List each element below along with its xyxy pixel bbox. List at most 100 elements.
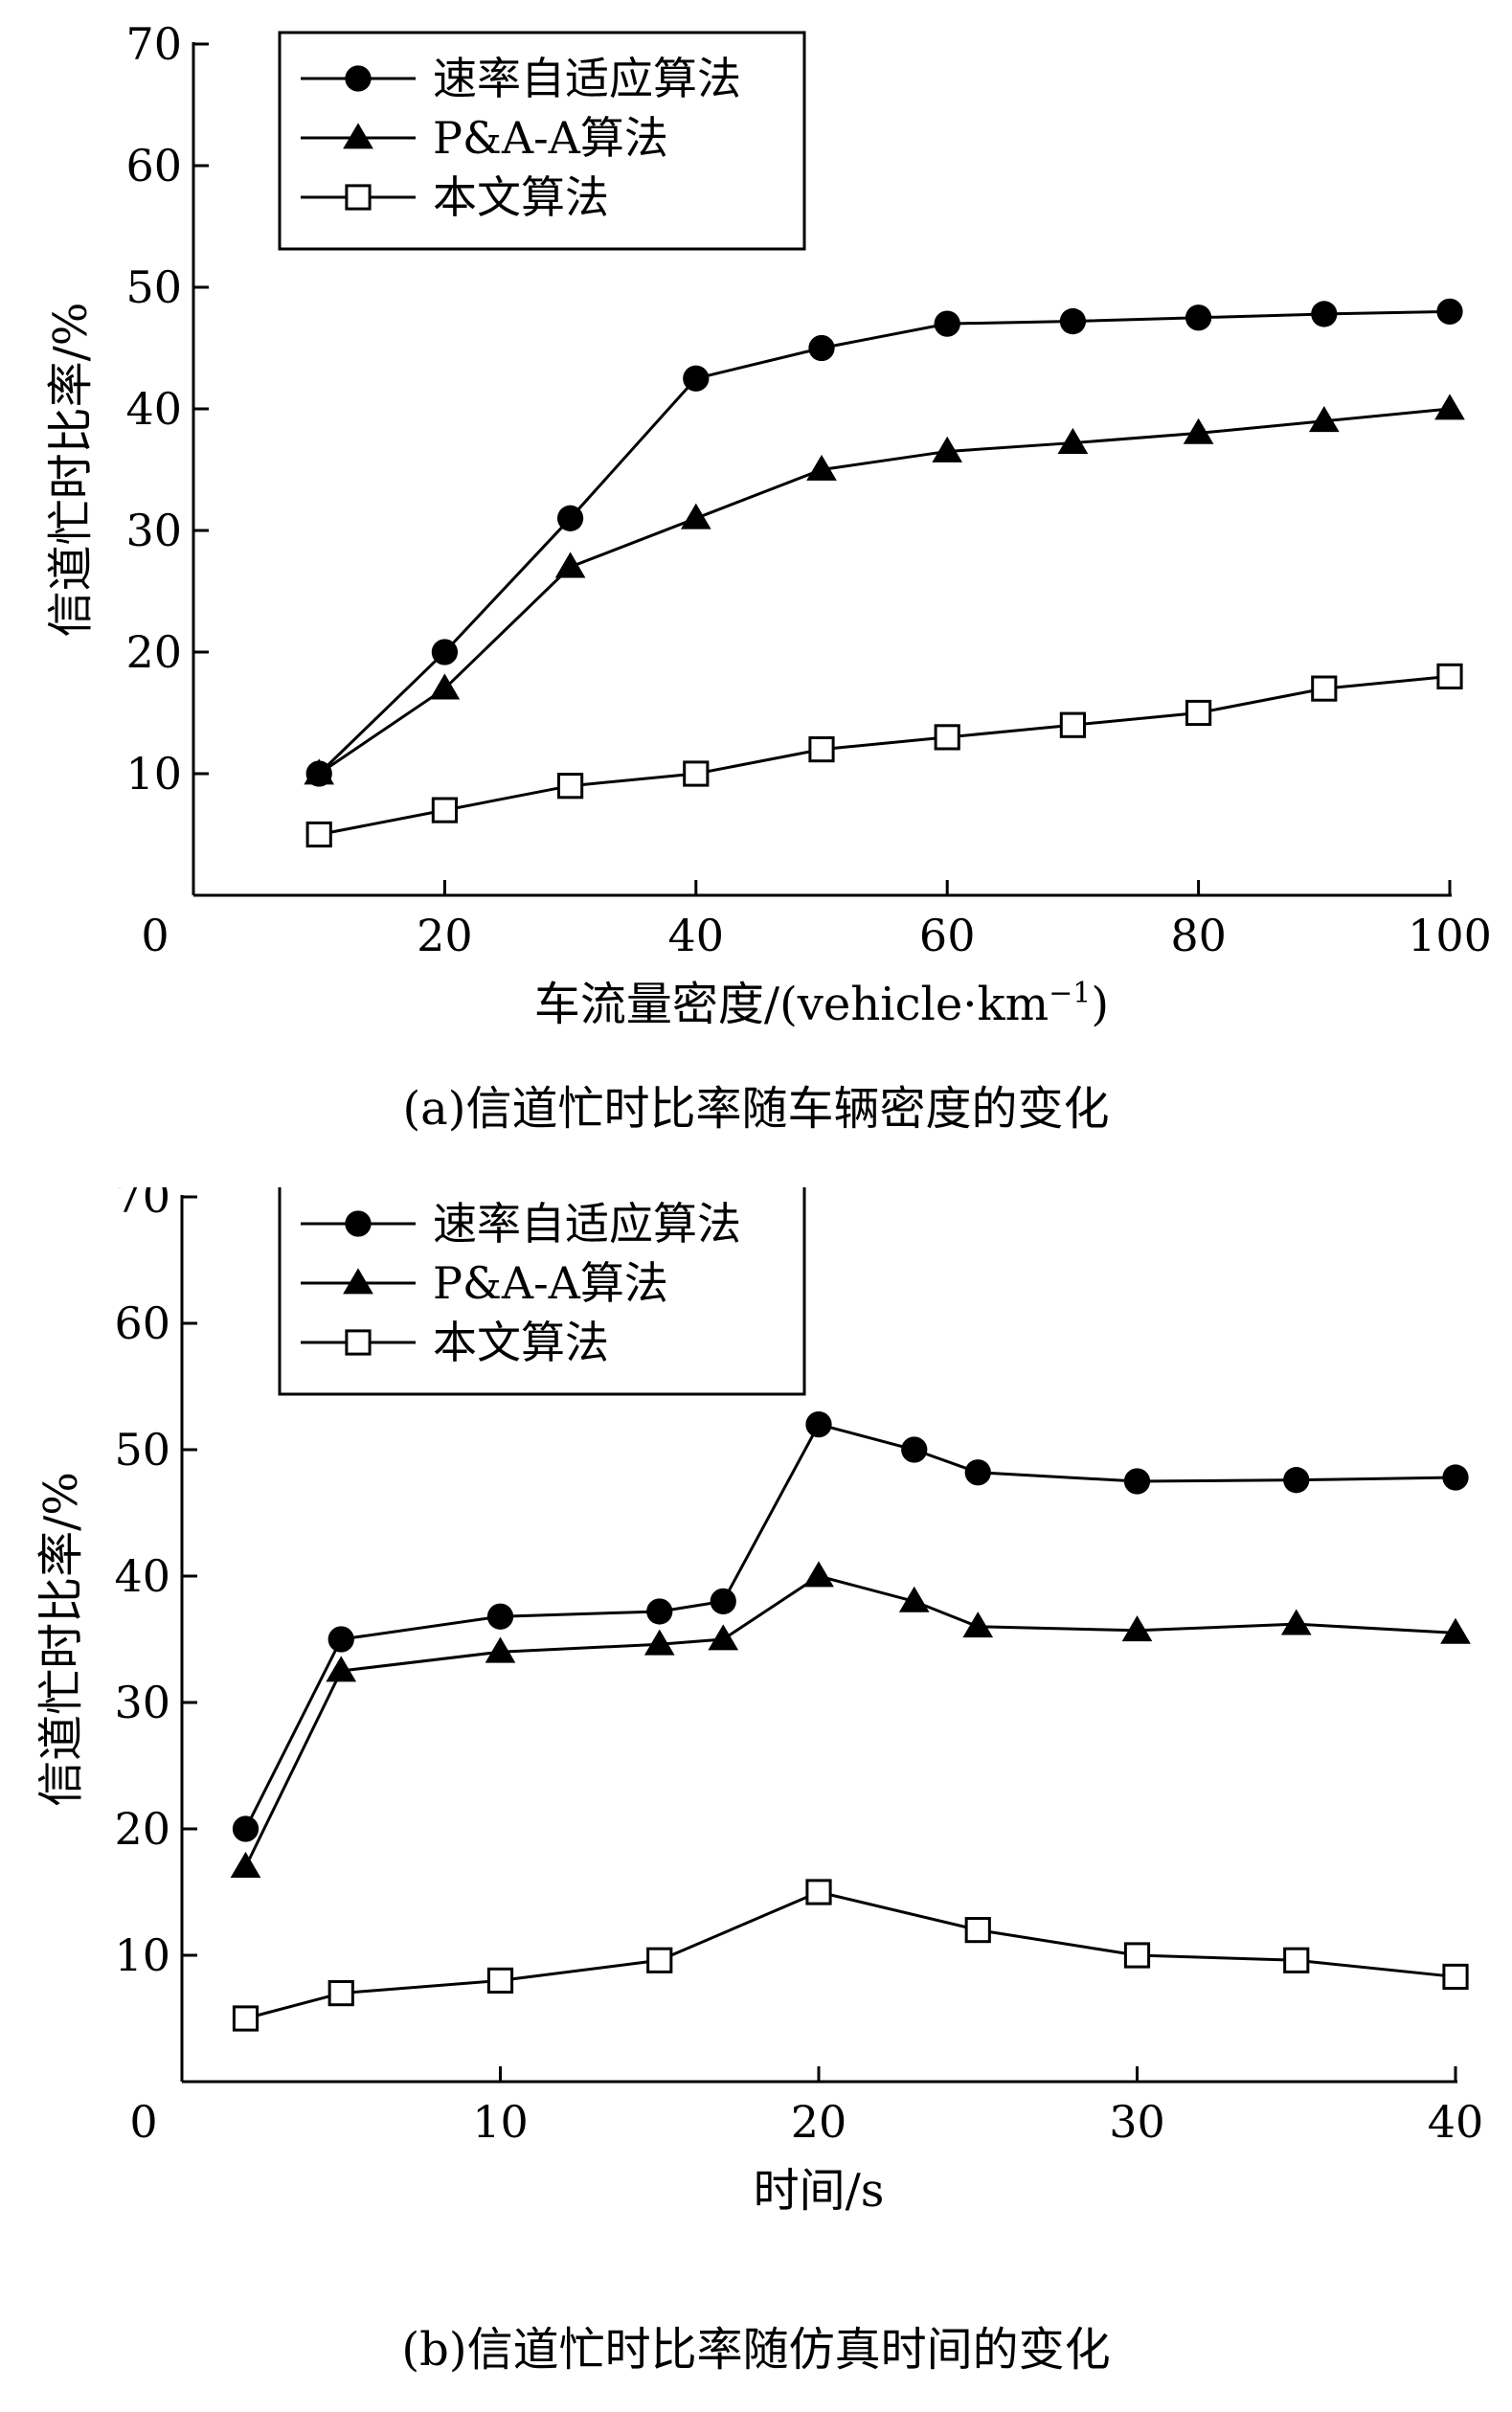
data-point-triangle [680,503,711,530]
x-axis-label: 车流量密度/(vehicle·km−1) [534,977,1109,1031]
legend-marker-square [345,184,372,211]
series-line-triangle [318,407,1451,776]
legend-label: 本文算法 [433,1317,609,1368]
data-point-circle [431,639,459,665]
data-point-circle [556,505,584,531]
data-point-triangle [554,552,586,578]
data-point-circle [964,1459,991,1486]
data-point-circle [934,310,960,337]
data-point-square [305,821,332,848]
data-point-triangle [304,758,335,785]
y-tick-label: 20 [114,1803,170,1855]
y-tick-label: 40 [114,1550,170,1602]
chart-a: 10 20 30 40 50 60 70 20 40 60 80 100 0 车流量密度/(vehicle… [0,0,1512,1187]
data-point-circle [1311,301,1338,327]
data-point-circle [1436,298,1463,326]
series-line-circle [318,309,1451,776]
y-tick-label: 70 [114,1187,170,1223]
data-point-square [232,2005,260,2032]
y-tick-label: 30 [114,1677,170,1728]
x-axis-label: 时间/s [754,2164,885,2218]
y-tick-label: 10 [114,1929,170,1981]
x-tick-label: 80 [1170,910,1227,961]
data-point-circle [486,1603,514,1630]
series-line-square [318,674,1451,836]
chart-b: 10 20 30 40 50 60 70 10 20 30 40 0 时间/s 信道忙时比率/% 速率自适应… [0,1187,1512,2412]
data-point-triangle [485,1636,516,1663]
data-point-circle [646,1598,673,1625]
data-point-circle [1123,1468,1151,1495]
chart-b-caption: (b)信道忙时比率随仿真时间的变化 [401,2323,1111,2377]
y-tick-label: 20 [125,626,182,678]
chart-a-plot: 10 20 30 40 50 60 70 20 40 60 80 100 0 车流量密度/(vehicle… [44,18,1492,1031]
legend-marker-triangle [343,1268,373,1295]
data-point-circle [901,1436,928,1463]
series-line-square [245,1890,1456,2020]
x-tick-label: 30 [1109,2096,1165,2148]
data-point-square [431,797,458,823]
data-point-triangle [1308,406,1340,433]
data-point-square [808,736,835,763]
legend-label: P&A-A算法 [433,112,668,164]
data-point-triangle [230,1851,261,1878]
data-point-square [683,760,710,787]
data-point-triangle [803,1561,834,1588]
legend-label: 速率自适应算法 [433,53,741,104]
legend-marker-circle [345,65,372,92]
data-point-square [805,1879,832,1905]
chart-b-plot: 10 20 30 40 50 60 70 10 20 30 40 0 时间/s 信道忙时比率/% 速率自适应… [34,1187,1484,2218]
y-tick-label: 60 [125,140,182,192]
y-tick-label: 30 [125,505,182,556]
data-point-triangle [1280,1609,1312,1635]
x-tick-label: 10 [472,2096,529,2148]
data-point-square [1123,1942,1151,1969]
legend-label: 本文算法 [433,171,609,223]
data-point-square [1059,711,1087,738]
y-tick-label: 50 [114,1424,170,1476]
x-tick-label: 20 [417,910,473,961]
data-point-square [1436,663,1463,689]
data-point-triangle [1121,1615,1153,1642]
data-point-square [934,724,960,751]
data-point-square [1442,1963,1469,1991]
data-point-triangle [1183,417,1214,444]
data-point-circle [1185,304,1212,331]
series-line-triangle [244,1574,1456,1868]
data-point-triangle [898,1586,930,1612]
data-point-square [646,1947,673,1973]
y-tick-label: 60 [114,1297,170,1349]
legend-label: 速率自适应算法 [433,1198,741,1250]
data-point-triangle [1440,1617,1471,1644]
y-tick-label: 70 [125,18,182,70]
data-point-square [1185,699,1212,727]
legend-label: P&A-A算法 [433,1257,668,1309]
data-point-triangle [1434,394,1465,420]
series-line-circle [244,1422,1456,1830]
data-point-circle [327,1626,354,1653]
data-point-square [1311,675,1338,702]
data-point-triangle [643,1629,675,1656]
data-point-triangle [932,436,963,462]
y-tick-label: 50 [125,261,182,313]
data-point-circle [808,334,835,362]
x-tick-label: 40 [1428,2096,1484,2148]
data-point-square [327,1980,354,2007]
data-point-circle [683,365,710,392]
data-point-triangle [1057,427,1089,454]
data-point-circle [1442,1464,1469,1491]
x-tick-label: 100 [1408,910,1492,961]
legend-marker-circle [345,1210,372,1237]
data-point-circle [805,1410,832,1438]
data-point-square [964,1917,991,1944]
origin-label: 0 [141,910,169,961]
data-point-circle [232,1815,260,1842]
legend-marker-square [345,1329,372,1356]
data-point-triangle [806,454,837,481]
data-point-square [1283,1947,1310,1973]
x-tick-label: 60 [919,910,976,961]
data-point-square [486,1967,514,1994]
data-point-square [557,773,584,800]
y-tick-label: 10 [125,748,182,800]
data-point-triangle [429,673,461,700]
origin-label: 0 [129,2096,157,2148]
